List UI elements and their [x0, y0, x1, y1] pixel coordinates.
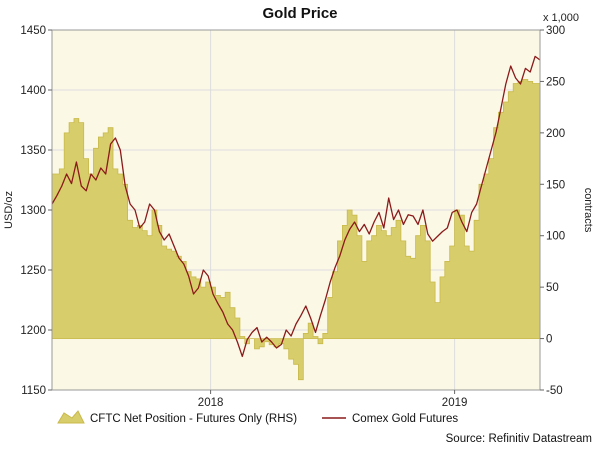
right-axis-ticks: 300 250 200 150 100 50 0 -50 [540, 25, 565, 397]
left-tick-label: 1200 [20, 325, 46, 337]
right-axis-label: contracts [582, 188, 594, 233]
chart-title: Gold Price [262, 5, 337, 22]
right-tick-label: 250 [546, 76, 565, 88]
cftc-net-position-area [51, 79, 541, 381]
left-axis-ticks: 1450 1400 1350 1300 1250 1200 1150 [20, 25, 52, 397]
x-tick-label: 2018 [198, 397, 224, 409]
x-axis-ticks: 2018 2019 [198, 390, 468, 409]
right-tick-label: -50 [546, 385, 563, 397]
right-tick-label: 300 [546, 25, 565, 37]
left-tick-label: 1150 [21, 385, 46, 397]
plot-area [51, 29, 541, 391]
left-tick-label: 1350 [20, 145, 46, 157]
comex-line-series [51, 55, 541, 358]
right-tick-label: 0 [546, 334, 552, 346]
left-tick-label: 1250 [20, 265, 46, 277]
legend-label-cftc: CFTC Net Position - Futures Only (RHS) [90, 413, 297, 425]
right-tick-label: 50 [546, 282, 559, 294]
legend-area-swatch [57, 410, 85, 424]
right-tick-label: 100 [546, 231, 565, 243]
left-tick-label: 1450 [20, 25, 46, 37]
right-tick-label: 200 [546, 128, 565, 140]
left-tick-label: 1400 [20, 85, 46, 97]
left-axis-label: USD/oz [3, 191, 15, 229]
legend: CFTC Net Position - Futures Only (RHS) C… [57, 410, 458, 425]
right-axis-multiplier: x 1,000 [543, 12, 579, 24]
legend-label-comex: Comex Gold Futures [352, 413, 458, 425]
x-tick-label: 2019 [442, 397, 468, 409]
comex-gold-futures-line [51, 55, 541, 358]
left-tick-label: 1300 [20, 205, 46, 217]
source-note: Source: Refinitiv Datastream [446, 433, 592, 445]
right-tick-label: 150 [546, 179, 565, 191]
cftc-area-series [51, 79, 541, 381]
